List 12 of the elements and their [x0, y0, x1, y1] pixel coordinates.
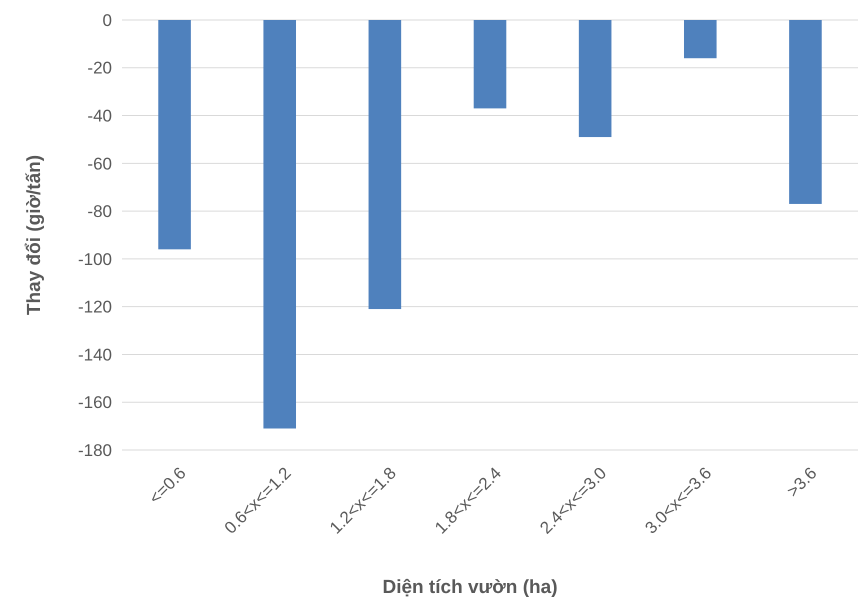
y-tick-label: -100 — [78, 250, 112, 269]
y-tick-label: -40 — [87, 106, 112, 126]
y-tick-label: -120 — [78, 298, 112, 317]
y-axis-title: Thay đổi (giờ/tấn) — [24, 154, 45, 316]
y-tick-label: -140 — [78, 345, 112, 364]
y-tick-label: -80 — [87, 202, 112, 222]
y-tick-label: -160 — [78, 393, 112, 412]
y-tick-label: -20 — [87, 58, 112, 78]
y-tick-label: 0 — [102, 10, 112, 30]
y-tick-label: -60 — [87, 154, 112, 174]
x-axis-title: Diện tích vườn (ha) — [382, 577, 558, 598]
y-tick-label: -180 — [78, 440, 112, 460]
